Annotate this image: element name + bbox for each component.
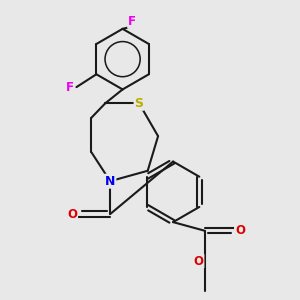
Text: O: O	[235, 224, 245, 237]
Text: F: F	[128, 15, 136, 28]
Text: N: N	[105, 175, 116, 188]
Text: S: S	[134, 97, 143, 110]
Text: O: O	[67, 208, 77, 220]
Text: O: O	[194, 255, 203, 268]
Text: F: F	[66, 81, 74, 94]
